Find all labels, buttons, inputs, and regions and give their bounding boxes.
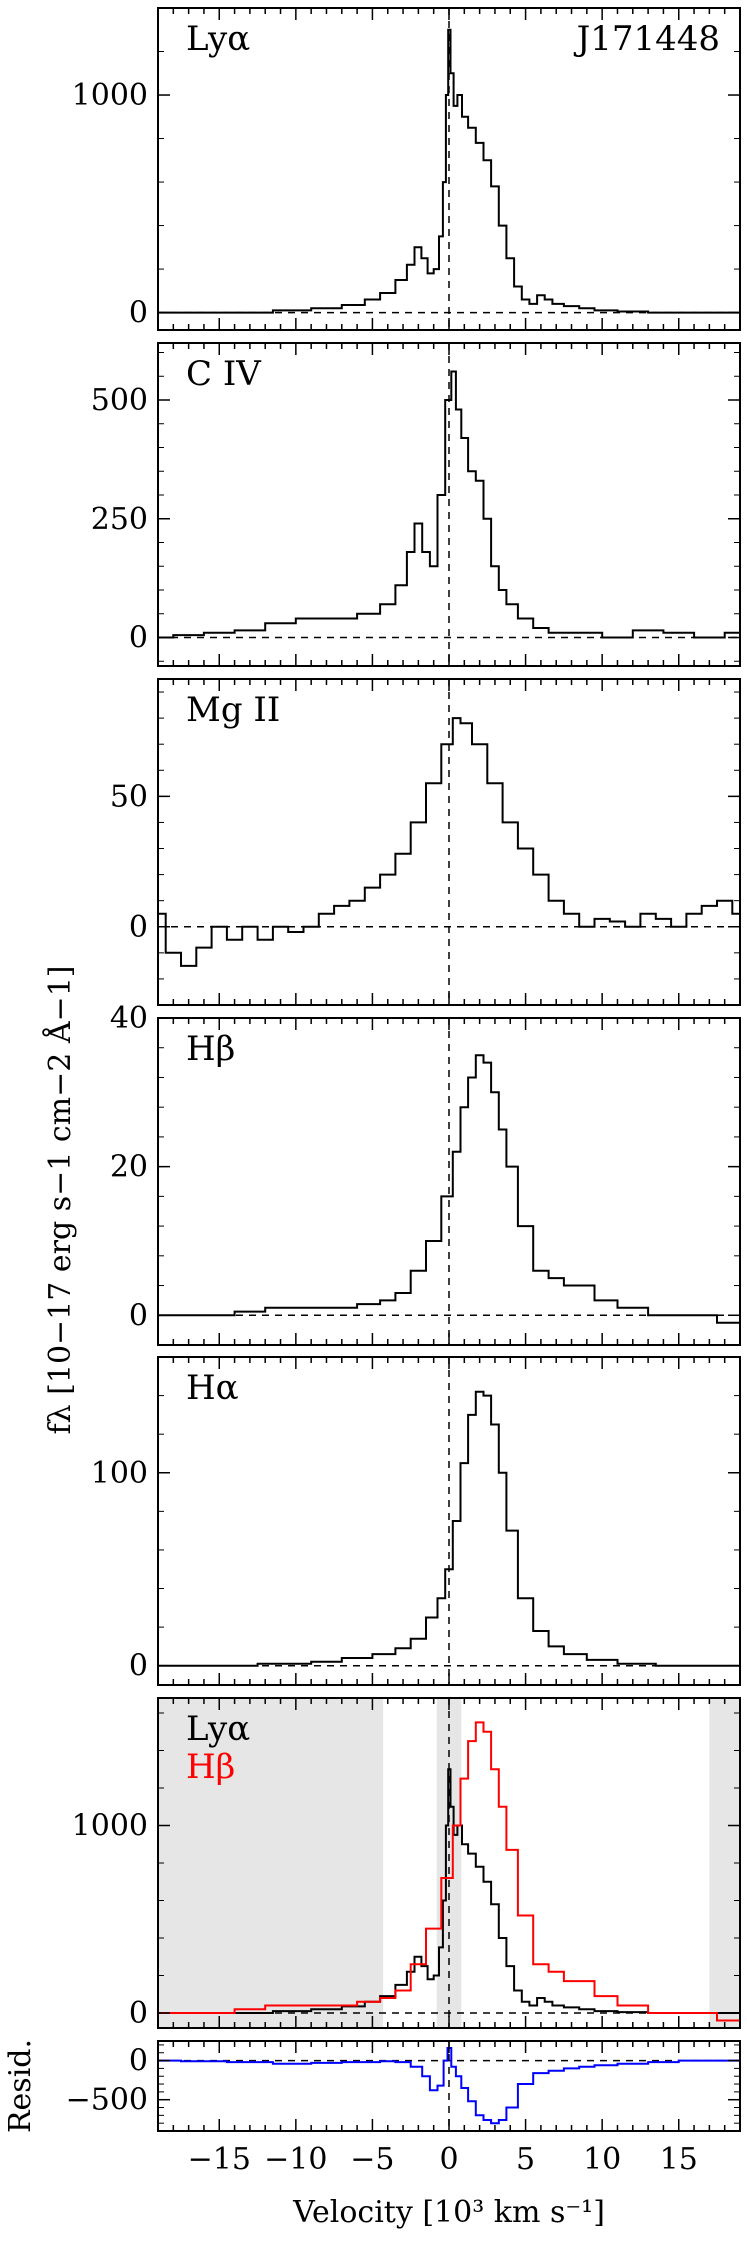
panel-label: Mg II xyxy=(186,690,280,730)
panel-halpha: 0 100 Hα xyxy=(91,1356,741,1686)
x-tick-label: −5 xyxy=(350,2142,394,2177)
series-line-0 xyxy=(158,1054,740,1324)
x-tick-label: 10 xyxy=(583,2142,621,2177)
y-tick-label: 100 xyxy=(91,1456,148,1491)
y-tick-label: 20 xyxy=(110,1150,148,1185)
y-tick-label: 0 xyxy=(129,621,148,656)
y-tick-label: 0 xyxy=(129,296,148,331)
x-tick-label: 15 xyxy=(660,2142,698,2177)
panel-civ: 0 250 500 C IV xyxy=(91,342,741,667)
series-line-H xyxy=(158,1721,740,2022)
panel-label: Hβ xyxy=(186,1029,235,1069)
x-tick-label: −10 xyxy=(264,2142,327,2177)
object-label: J171448 xyxy=(574,19,720,59)
panel-label: Lyα xyxy=(186,19,250,59)
series-line-0 xyxy=(158,28,740,314)
y-tick-label: 0 xyxy=(129,1996,148,2031)
panel-hbeta: 0 20 40 Hβ xyxy=(110,1001,741,1346)
series-line-0 xyxy=(158,2047,740,2125)
x-tick-label: 0 xyxy=(439,2142,458,2177)
panel-mgii: 0 50 Mg II xyxy=(110,678,741,1006)
x-tick-label: −15 xyxy=(188,2142,251,2177)
shaded-region xyxy=(158,1698,384,2028)
y-axis-label: fλ [10−17 erg s−1 cm−2 Å−1] xyxy=(42,966,78,1435)
series-line-0 xyxy=(158,1390,740,1667)
y-tick-label: 0 xyxy=(129,1298,148,1333)
y-tick-label: −500 xyxy=(66,2083,148,2118)
y-tick-label: 500 xyxy=(91,383,148,418)
shaded-region xyxy=(436,1698,462,2028)
series-line-0 xyxy=(158,370,740,639)
panel-residual: −500 0 Resid. −15 −10 −5 0 5 10 15 xyxy=(3,2039,741,2177)
legend-entry: Lyα xyxy=(186,1709,250,1749)
y-tick-label: 0 xyxy=(129,1649,148,1684)
panel-label: Hα xyxy=(186,1368,239,1408)
y-tick-label: 0 xyxy=(129,2044,148,2079)
y-tick-label: 0 xyxy=(129,910,148,945)
y-tick-label: 1000 xyxy=(72,78,148,113)
y-tick-label: 50 xyxy=(110,779,148,814)
residual-y-label: Resid. xyxy=(3,2039,38,2133)
y-tick-label: 40 xyxy=(110,1001,148,1036)
panel-label: C IV xyxy=(186,354,262,394)
x-axis-label: Velocity [10³ km s⁻¹] xyxy=(292,2195,605,2230)
legend-entry: Hβ xyxy=(186,1747,235,1787)
panel-lya: 0 1000 Lyα xyxy=(72,7,741,331)
series-line-0 xyxy=(158,717,740,967)
y-tick-label: 1000 xyxy=(72,1809,148,1844)
y-tick-label: 250 xyxy=(91,502,148,537)
x-tick-label: 5 xyxy=(516,2142,535,2177)
